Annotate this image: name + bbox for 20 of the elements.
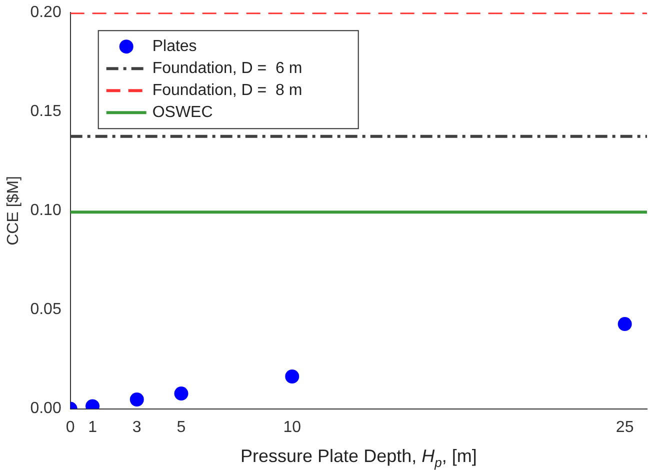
y-tick-label: 0.00 — [30, 400, 62, 418]
x-tick-label: 5 — [176, 418, 186, 436]
x-tick-label: 3 — [132, 418, 142, 436]
legend-label: Foundation, D = 8 m — [152, 82, 302, 100]
y-tick-label: 0.05 — [30, 301, 62, 318]
x-tick-label: 0 — [66, 418, 75, 436]
y-tick-label: 0.20 — [30, 4, 62, 22]
y-tick-label: 0.15 — [30, 103, 62, 120]
legend-label: Foundation, D = 6 m — [152, 60, 302, 78]
legend-label: OSWEC — [152, 104, 213, 122]
point — [285, 370, 300, 384]
y-axis-title: CCE [$M] — [5, 176, 22, 246]
y-tick-label: 0.10 — [30, 202, 62, 220]
point — [618, 317, 632, 332]
x-tick-label: 10 — [283, 418, 302, 436]
x-tick-label: 25 — [616, 418, 634, 436]
x-tick-label: 1 — [88, 418, 98, 436]
legend-label: Plates — [152, 38, 197, 56]
point — [130, 392, 144, 406]
point — [174, 386, 188, 401]
